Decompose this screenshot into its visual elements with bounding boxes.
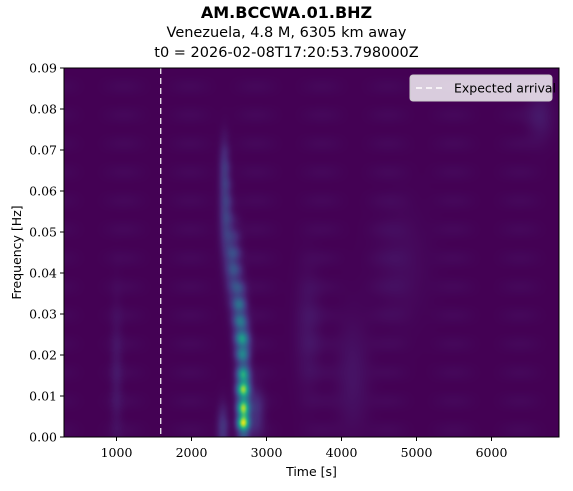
x-tick-label: 1000 (101, 445, 133, 460)
y-tick-label: 0.04 (29, 266, 57, 281)
x-tick-label: 6000 (476, 445, 508, 460)
spectrogram-heatmap (64, 68, 559, 437)
y-tick-label: 0.08 (29, 102, 57, 117)
y-tick-label: 0.03 (29, 307, 57, 322)
y-tick-label: 0.07 (29, 143, 57, 158)
chart-subtitle-event: Venezuela, 4.8 M, 6305 km away (166, 25, 407, 41)
chart-title: AM.BCCWA.01.BHZ (200, 3, 373, 22)
legend: Expected arrival (409, 74, 556, 102)
legend-box (409, 74, 553, 102)
y-tick-label: 0.02 (29, 348, 57, 363)
x-tick-label: 4000 (326, 445, 358, 460)
plot-frame (63, 67, 560, 438)
legend-label-expected-arrival: Expected arrival (454, 81, 556, 96)
x-tick-label: 5000 (401, 445, 433, 460)
y-tick-label: 0.05 (29, 225, 57, 240)
y-tick-label: 0.00 (29, 430, 57, 445)
x-axis: 1000 2000 3000 4000 5000 6000 (101, 437, 508, 460)
x-tick-label: 2000 (176, 445, 208, 460)
y-axis: 0.00 0.01 0.02 0.03 0.04 0.05 0.06 0.07 0.08 0.09 (29, 61, 64, 445)
y-axis-label: Frequency [Hz] (9, 205, 24, 299)
y-tick-label: 0.06 (29, 184, 57, 199)
y-tick-label: 0.01 (29, 389, 57, 404)
x-tick-label: 3000 (251, 445, 283, 460)
chart-subtitle-origin-time: t0 = 2026-02-08T17:20:53.798000Z (154, 45, 419, 61)
y-tick-label: 0.09 (29, 61, 57, 76)
x-axis-label: Time [s] (285, 464, 337, 479)
